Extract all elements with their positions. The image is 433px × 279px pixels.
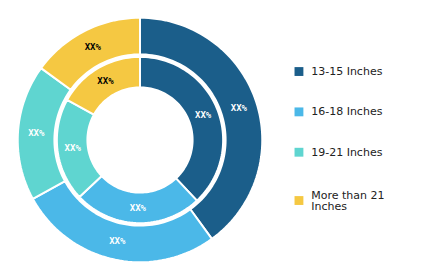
svg-text:XX%: XX%	[130, 203, 147, 213]
svg-text:XX%: XX%	[85, 42, 102, 52]
svg-text:More than 21Inches: More than 21Inches	[311, 189, 384, 213]
svg-text:19-21 Inches: 19-21 Inches	[311, 146, 382, 159]
svg-text:XX%: XX%	[97, 76, 114, 86]
svg-text:XX%: XX%	[231, 103, 248, 113]
svg-text:XX%: XX%	[195, 110, 212, 120]
svg-text:XX%: XX%	[28, 128, 45, 138]
svg-text:XX%: XX%	[109, 236, 126, 246]
svg-text:16-18 Inches: 16-18 Inches	[311, 105, 382, 118]
svg-text:13-15 Inches: 13-15 Inches	[311, 65, 382, 78]
svg-text:XX%: XX%	[65, 143, 82, 153]
